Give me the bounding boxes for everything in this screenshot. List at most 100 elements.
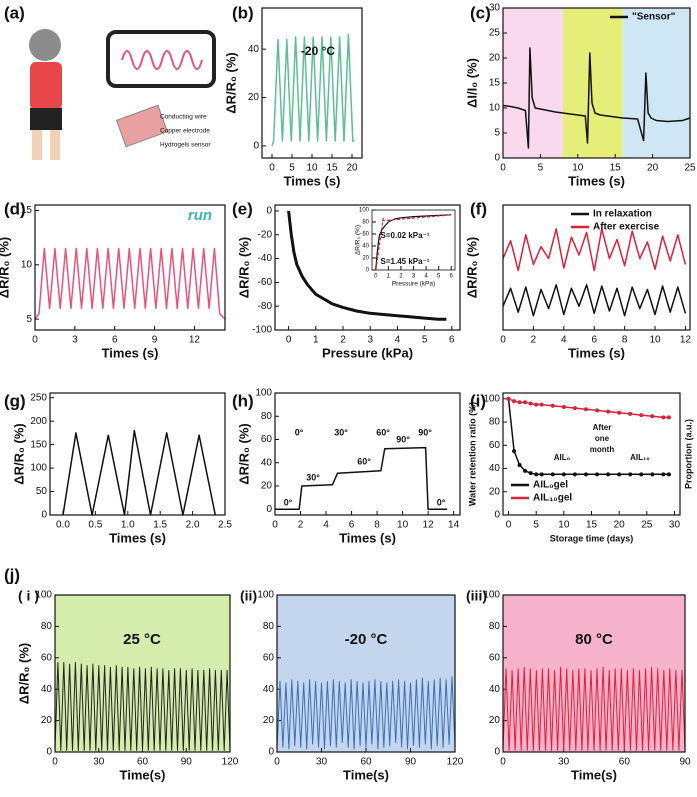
person-shirt	[30, 62, 62, 110]
axes-frame	[502, 594, 686, 753]
x-tick-label: 1.5	[153, 520, 167, 531]
y-axis-label: ΔR/R₀ (%)	[236, 237, 251, 298]
marker	[628, 472, 633, 477]
marker	[561, 404, 566, 409]
x-tick-label: 4	[395, 335, 401, 346]
x-tick-label: 9	[152, 335, 158, 346]
x-tick-label: 2.0	[186, 520, 200, 531]
marker	[534, 472, 539, 477]
y-tick-label: -40	[258, 253, 273, 264]
axes-frame	[502, 392, 681, 516]
plot-area	[503, 205, 690, 330]
y-tick-label: 40	[263, 684, 275, 695]
marker	[666, 415, 671, 420]
y-tick-label: 40	[362, 244, 369, 250]
x-tick-label: 25	[641, 520, 653, 531]
x-tick-label: 3	[412, 274, 416, 280]
y-tick-label: 0	[266, 504, 272, 515]
panel-label: (d)	[4, 199, 26, 218]
y-tick-label: 20	[489, 53, 501, 64]
marker	[572, 406, 577, 411]
annotation: After	[593, 423, 612, 432]
annotation: 80 °C	[575, 631, 613, 648]
marker	[617, 410, 622, 415]
x-tick-label: 5	[538, 163, 544, 174]
y-axis-label: Water retention ratio (%)	[467, 402, 477, 506]
phone	[106, 30, 216, 88]
x-tick-label: 6	[591, 335, 597, 346]
series-line	[271, 33, 355, 147]
x-tick-label: 0	[500, 335, 506, 346]
plot-area	[503, 595, 685, 752]
annotation: S=0.02 kPa⁻¹	[381, 231, 430, 240]
series-line	[275, 446, 448, 510]
marker	[539, 472, 544, 477]
series-line	[502, 228, 687, 272]
x-tick-label: 20	[614, 520, 626, 531]
x-tick-label: 15	[326, 163, 338, 174]
x-tick-label: 0	[286, 335, 292, 346]
x-tick-label: 0	[32, 335, 38, 346]
x-tick-label: 3	[72, 335, 78, 346]
marker	[550, 403, 555, 408]
marker	[650, 414, 655, 419]
axes-frame	[274, 392, 461, 516]
y-tick-label: 20	[362, 256, 369, 262]
marker	[583, 472, 588, 477]
x-tick-label: 4	[323, 520, 329, 531]
y-tick-label: 20	[248, 92, 260, 103]
x-tick-label: 25	[684, 163, 696, 174]
series-line	[502, 284, 687, 317]
y-tick-label: -80	[258, 301, 273, 312]
x-axis-label: Times (s)	[102, 345, 159, 360]
marker	[606, 472, 611, 477]
marker	[595, 472, 600, 477]
series-line	[287, 210, 447, 321]
y-tick-label: 15	[489, 78, 501, 89]
y-tick-label: 20	[261, 481, 273, 492]
legend-label: "Sensor"	[632, 12, 676, 23]
x-tick-label: 2	[340, 335, 346, 346]
x-tick-label: 5	[422, 335, 428, 346]
person-head	[29, 29, 61, 61]
series-line	[375, 217, 384, 271]
x-tick-label: 5	[437, 274, 441, 280]
y-axis-label: ΔR/R₀ (%)	[355, 225, 362, 255]
series-line	[54, 662, 231, 751]
marker	[650, 472, 655, 477]
callout: Copper electrode	[160, 128, 210, 135]
plot-area	[275, 393, 460, 515]
y-tick-label: 0	[494, 153, 500, 164]
x-tick-label: 0	[52, 757, 58, 768]
y-tick-label: 0	[41, 510, 47, 521]
callout: Conducting wire	[160, 114, 207, 121]
plot-area	[503, 393, 680, 515]
x-tick-label: 30	[558, 757, 570, 768]
x-tick-label: 20	[346, 163, 358, 174]
y-tick-label: 200	[30, 416, 47, 427]
marker	[517, 463, 522, 468]
y-tick-label: 60	[263, 652, 275, 663]
y-axis-label: ΔR/R₀ (%)	[236, 423, 251, 484]
x-tick-label: 4	[424, 274, 428, 280]
x-tick-label: 5	[533, 520, 539, 531]
panel-label: (g)	[4, 391, 26, 410]
annotation: 30°	[306, 472, 320, 482]
x-tick-label: 0	[272, 520, 278, 531]
x-tick-label: 6	[349, 520, 355, 531]
x-tick-label: 20	[647, 163, 659, 174]
series-line	[34, 247, 226, 320]
x-tick-label: 0	[374, 274, 378, 280]
panel-label: (a)	[4, 3, 25, 22]
y-tick-label: 0	[253, 141, 259, 152]
panel-a: (a) Conducting wire Copper electrode Hyd…	[4, 3, 216, 160]
y-tick-label: 80	[362, 220, 369, 226]
annotation: 0°	[284, 497, 293, 507]
y-tick-label: 100	[35, 590, 52, 601]
series-line	[62, 429, 217, 516]
y-tick-label: 5	[494, 128, 500, 139]
marker	[512, 449, 517, 454]
plot-area	[372, 210, 455, 270]
annotation: 25 °C	[123, 631, 161, 648]
